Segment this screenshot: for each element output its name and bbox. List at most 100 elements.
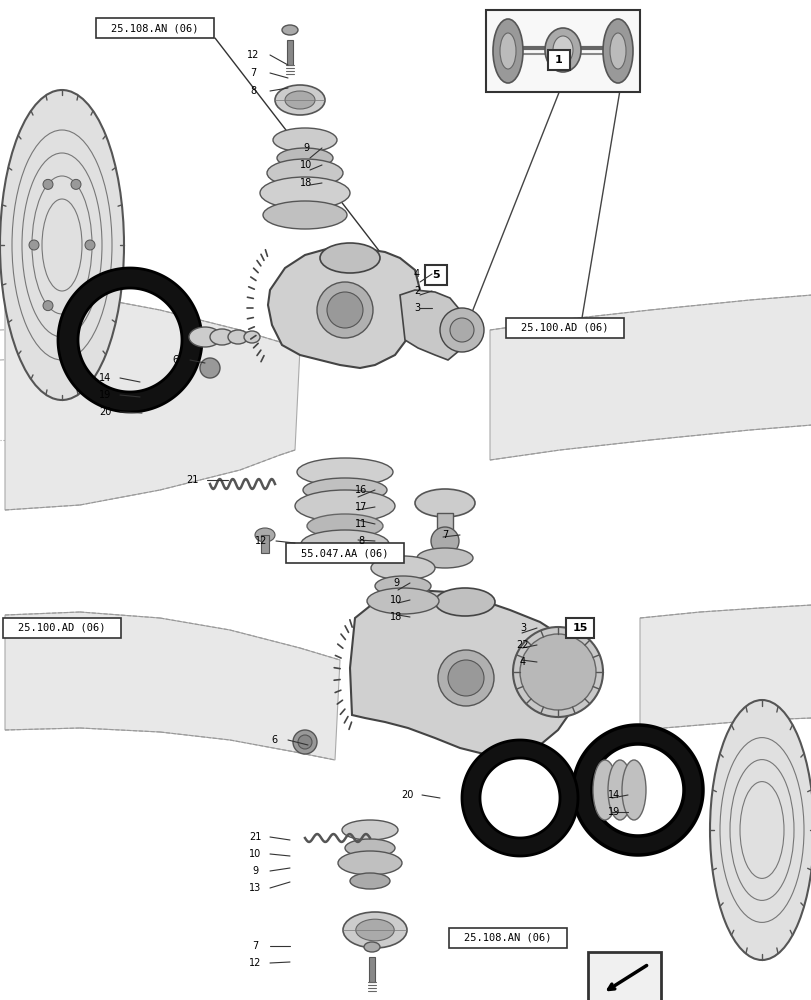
Ellipse shape [277,148,333,168]
Text: 3: 3 [414,303,419,313]
Ellipse shape [609,33,625,69]
Text: 19: 19 [99,390,111,400]
Ellipse shape [293,730,316,754]
Polygon shape [639,605,811,730]
Ellipse shape [303,478,387,502]
Ellipse shape [0,90,124,400]
Text: 12: 12 [255,536,267,546]
Ellipse shape [367,588,439,614]
Ellipse shape [492,19,522,83]
Text: 16: 16 [354,485,367,495]
Text: 25.108.AN (06): 25.108.AN (06) [464,933,551,943]
Ellipse shape [255,528,275,542]
Ellipse shape [435,588,495,616]
Text: 8: 8 [358,536,363,546]
Text: 6: 6 [271,735,277,745]
Ellipse shape [350,873,389,889]
Text: 10: 10 [299,160,311,170]
Ellipse shape [320,243,380,273]
Text: 22: 22 [516,640,529,650]
Text: 25.100.AD (06): 25.100.AD (06) [18,623,105,633]
Ellipse shape [297,458,393,486]
Ellipse shape [200,358,220,378]
Ellipse shape [228,330,247,344]
Ellipse shape [500,33,515,69]
Bar [260,535,268,553]
Text: 4: 4 [414,269,419,279]
Ellipse shape [709,700,811,960]
Ellipse shape [431,527,458,555]
Text: 3: 3 [519,623,526,633]
Text: 25.100.AD (06): 25.100.AD (06) [521,323,608,333]
Polygon shape [5,290,299,510]
Ellipse shape [71,301,81,311]
Polygon shape [400,290,465,360]
Ellipse shape [544,28,581,72]
Text: 7: 7 [441,530,448,540]
Text: 12: 12 [247,50,259,60]
Ellipse shape [260,177,350,209]
Ellipse shape [513,627,603,717]
Ellipse shape [337,851,401,875]
Ellipse shape [342,912,406,948]
Text: 14: 14 [99,373,111,383]
Ellipse shape [341,820,397,840]
Ellipse shape [414,489,474,517]
Bar [285,543,404,563]
Bar [547,50,569,70]
Text: 14: 14 [607,790,620,800]
Ellipse shape [552,36,573,64]
Ellipse shape [449,318,474,342]
Bar [486,10,639,92]
Ellipse shape [519,634,595,710]
Ellipse shape [263,201,346,229]
PathPatch shape [58,268,202,412]
Ellipse shape [272,128,337,152]
Text: 7: 7 [251,941,258,951]
Text: 15: 15 [572,623,587,633]
Ellipse shape [437,650,493,706]
Ellipse shape [71,179,81,189]
Ellipse shape [448,660,483,696]
Text: 8: 8 [250,86,255,96]
Text: 21: 21 [248,832,261,842]
Ellipse shape [363,942,380,952]
Ellipse shape [29,240,39,250]
Ellipse shape [298,735,311,749]
Ellipse shape [243,331,260,343]
Polygon shape [350,590,579,755]
Ellipse shape [281,25,298,35]
Ellipse shape [294,490,394,522]
Bar [565,618,594,638]
Bar [587,952,660,1000]
Bar [436,513,453,541]
Ellipse shape [603,19,633,83]
Ellipse shape [375,576,431,596]
Text: 5: 5 [431,270,440,280]
Ellipse shape [275,85,324,115]
Text: 18: 18 [299,178,311,188]
PathPatch shape [573,725,702,855]
Text: 55.047.AA (06): 55.047.AA (06) [301,548,388,558]
Text: 25.108.AN (06): 25.108.AN (06) [111,23,199,33]
Ellipse shape [189,327,221,347]
Ellipse shape [417,548,473,568]
Bar [286,40,293,65]
Ellipse shape [285,91,315,109]
Text: 18: 18 [389,612,401,622]
Text: 9: 9 [303,143,309,153]
Text: 12: 12 [248,958,261,968]
Text: 9: 9 [393,578,398,588]
Text: 13: 13 [248,883,261,893]
Text: 21: 21 [186,475,198,485]
Text: 20: 20 [401,790,413,800]
Ellipse shape [345,839,394,857]
Bar [505,318,623,338]
Text: 10: 10 [389,595,401,605]
Text: 1: 1 [555,55,562,65]
Polygon shape [5,612,340,760]
Text: 11: 11 [354,519,367,529]
Ellipse shape [85,240,95,250]
Bar [448,928,566,948]
Polygon shape [268,248,419,368]
